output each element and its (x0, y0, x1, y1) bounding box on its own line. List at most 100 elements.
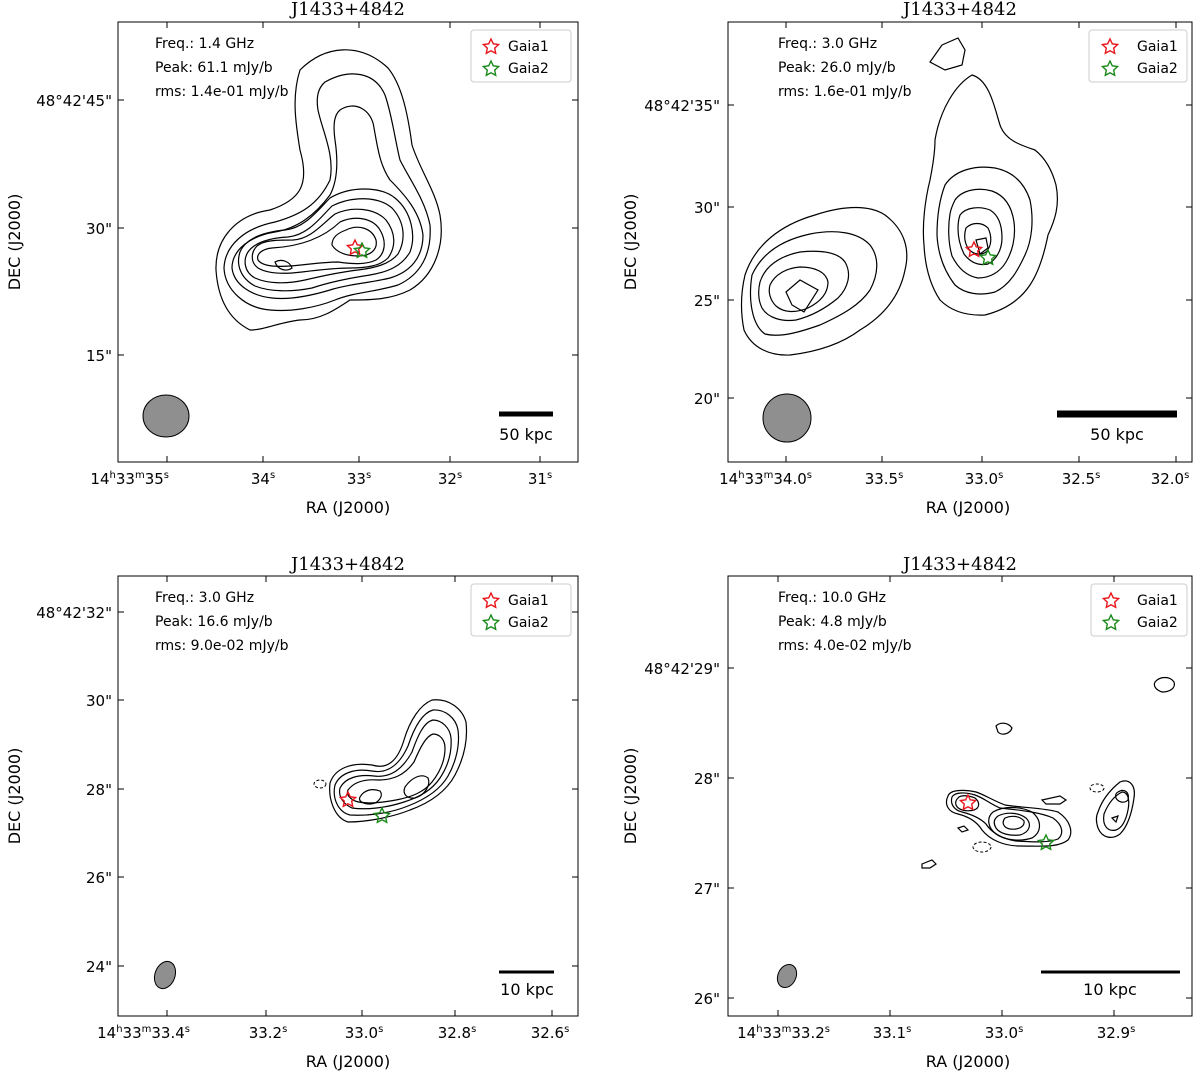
y-tick-label: 28" (86, 781, 112, 799)
y-tick-label: 30" (86, 692, 112, 710)
contour (740, 206, 908, 356)
legend-label: Gaia2 (508, 615, 549, 631)
contour (785, 279, 819, 313)
contour (995, 722, 1013, 735)
contour (244, 198, 404, 284)
panel-4-negative-contour (972, 841, 992, 853)
contour (929, 37, 966, 71)
x-tick-label: 32.0s (1151, 470, 1190, 488)
x-tick-label: 14h33m33.2s (737, 1024, 830, 1042)
panel-1-axes (117, 21, 579, 463)
panel-3-ylabel: DEC (J2000) (5, 748, 24, 845)
legend-label: Gaia1 (508, 593, 549, 609)
y-tick-label: 26" (86, 869, 112, 887)
panel-4-contours (921, 676, 1175, 869)
legend-label: Gaia1 (508, 39, 549, 55)
panel-1-beam (142, 394, 190, 438)
contour (346, 733, 446, 804)
x-tick-label: 32.5s (1062, 470, 1101, 488)
contour (1115, 789, 1129, 803)
contour (957, 207, 1003, 266)
gaia2-marker (1036, 833, 1056, 851)
x-tick-label: 33.1s (873, 1024, 912, 1042)
x-tick-label: 32.9s (1097, 1024, 1136, 1042)
y-tick-label: 26" (694, 990, 720, 1008)
contour (921, 859, 937, 869)
x-tick-label: 14h33m35s (90, 470, 169, 488)
panel-4-rms: rms: 4.0e-02 mJy/b (778, 638, 912, 654)
panel-3-legend: Gaia1 Gaia2 (470, 583, 572, 637)
legend-label: Gaia2 (1137, 615, 1178, 631)
gaia2-legend-marker (481, 59, 501, 77)
panel-3-negative-contour (313, 779, 327, 789)
panel-1-title: J1433+4842 (289, 0, 405, 20)
contour (274, 259, 293, 271)
contour (237, 188, 414, 292)
x-tick-label: 33.0s (965, 470, 1004, 488)
panel-4-scalebar-label: 10 kpc (1083, 980, 1137, 999)
panel-4-xlabel: RA (J2000) (926, 1052, 1010, 1071)
contour (922, 74, 1059, 316)
contour (993, 812, 1030, 836)
contour (231, 105, 424, 300)
gaia1-marker (958, 793, 978, 811)
gaia2-marker (352, 241, 372, 259)
contour (749, 231, 878, 336)
y-tick-label: 48°42'32" (36, 604, 112, 622)
contour (988, 806, 1041, 841)
y-tick-label: 48°42'35" (644, 97, 720, 115)
panel-1-peak: Peak: 61.1 mJy/b (155, 60, 273, 76)
gaia2-legend-marker (1100, 59, 1120, 77)
panel-3: J1433+4842 48°42'32" 30" 28" (5, 554, 579, 1071)
contour (964, 222, 992, 255)
contour (768, 266, 829, 313)
panel-2: J1433+4842 (621, 0, 1193, 517)
panel-3-xticks (166, 576, 553, 1016)
panel-2-rms: rms: 1.6e-01 mJy/b (778, 84, 912, 100)
panel-3-peak: Peak: 16.6 mJy/b (155, 614, 273, 630)
contour (333, 709, 460, 816)
panel-2-yticks (728, 104, 1192, 399)
contour (403, 775, 430, 799)
panel-3-yticks (118, 611, 578, 967)
contour (223, 73, 431, 312)
panel-2-beam (762, 393, 812, 443)
panel-1-legend: Gaia1 Gaia2 (470, 29, 572, 83)
gaia2-marker (372, 806, 392, 824)
y-tick-label: 30" (86, 220, 112, 238)
x-tick-label: 33.0s (345, 1024, 384, 1042)
panel-4: J1433+4842 (621, 554, 1193, 1071)
panel-4-beam (776, 963, 798, 989)
contour (956, 825, 970, 833)
gaia1-legend-marker (481, 591, 501, 609)
x-tick-label: 32.8s (438, 1024, 477, 1042)
panel-3-contours (329, 699, 468, 823)
gaia1-legend-marker (481, 37, 501, 55)
panel-2-contours (740, 37, 1059, 356)
panel-4-peak: Peak: 4.8 mJy/b (778, 614, 887, 630)
contour (257, 217, 385, 267)
x-tick-label: 33s (347, 470, 371, 488)
panel-1-freq: Freq.: 1.4 GHz (155, 36, 254, 52)
panel-2-freq: Freq.: 3.0 GHz (778, 36, 877, 52)
panel-1-ylabel: DEC (J2000) (5, 194, 24, 291)
y-tick-label: 20" (694, 390, 720, 408)
panel-3-title: J1433+4842 (289, 554, 405, 575)
panel-2-ylabel: DEC (J2000) (621, 194, 640, 291)
panel-2-xticks (785, 22, 1177, 462)
panel-2-scalebar-label: 50 kpc (1090, 425, 1144, 444)
x-tick-label: 33.0s (985, 1024, 1024, 1042)
contour (936, 166, 1033, 295)
x-tick-label: 31s (528, 470, 552, 488)
legend-label: Gaia1 (1137, 39, 1178, 55)
panel-2-axes (727, 21, 1193, 463)
y-tick-label: 28" (694, 770, 720, 788)
gaia2-marker (978, 248, 998, 266)
contour (1002, 815, 1025, 830)
panel-1-rms: rms: 1.4e-01 mJy/b (155, 84, 289, 100)
legend-label: Gaia2 (508, 61, 549, 77)
contour (329, 699, 468, 823)
y-tick-label: 30" (694, 199, 720, 217)
panel-3-freq: Freq.: 3.0 GHz (155, 590, 254, 606)
